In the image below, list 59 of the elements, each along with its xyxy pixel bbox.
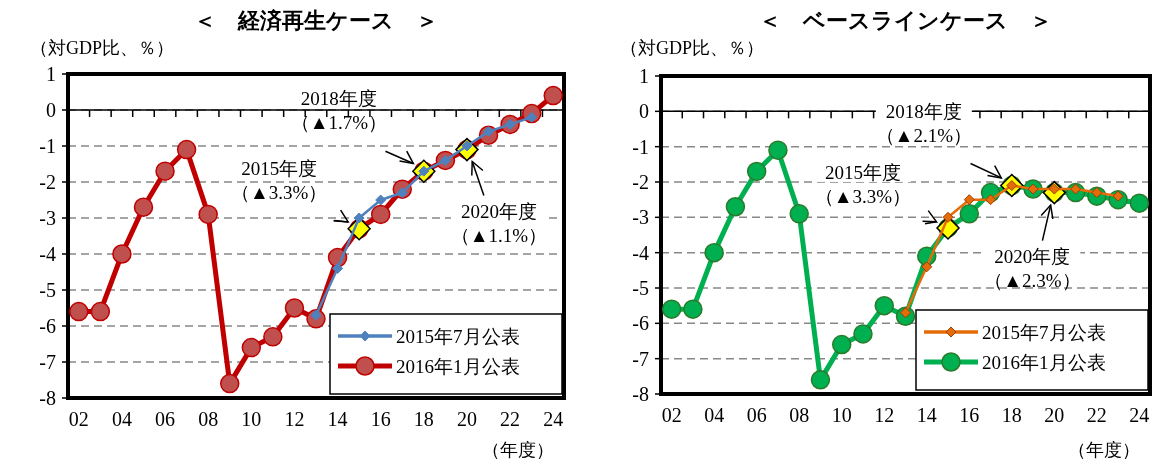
y-axis-title: （対GDP比、％） — [620, 38, 765, 58]
y-tick-label: -8 — [39, 387, 56, 409]
y-tick-label: -6 — [632, 312, 649, 335]
x-tick-label: 12 — [874, 404, 895, 426]
y-tick-label: 0 — [639, 100, 649, 123]
annotation: 2020年度（▲2.3%） — [984, 245, 1081, 291]
x-tick-label: 10 — [831, 404, 852, 426]
x-tick-label: 18 — [413, 408, 434, 430]
x-tick-label: 02 — [68, 408, 89, 430]
y-tick-label: -4 — [632, 241, 649, 264]
x-tick-label: 18 — [1001, 404, 1022, 426]
x-tick-label: 24 — [1129, 404, 1150, 426]
x-tick-label: 06 — [746, 404, 767, 426]
x-tick-label: 10 — [241, 408, 262, 430]
y-tick-label: -8 — [632, 383, 649, 405]
y-tick-label: -3 — [632, 206, 649, 229]
x-axis-title: （年度） — [482, 440, 554, 460]
x-tick-label: 24 — [543, 408, 564, 430]
x-axis-title: （年度） — [1068, 440, 1140, 460]
y-tick-label: -3 — [39, 207, 56, 229]
x-tick-label: 22 — [500, 408, 521, 430]
y-tick-label: -5 — [632, 277, 649, 299]
x-tick-label: 04 — [704, 404, 725, 426]
legend-label: 2016年1月公表 — [396, 356, 520, 377]
y-tick-label: -1 — [39, 135, 56, 157]
y-axis-title: （対GDP比、％） — [30, 38, 175, 58]
x-tick-label: 08 — [789, 404, 810, 426]
x-tick-label: 14 — [916, 404, 937, 426]
y-tick-label: -2 — [632, 171, 649, 193]
annotation: 2015年度（▲3.3%） — [814, 161, 912, 207]
x-tick-label: 16 — [959, 404, 980, 426]
y-tick-label: -4 — [39, 243, 56, 265]
x-tick-label: 12 — [284, 408, 305, 430]
x-tick-label: 16 — [370, 408, 391, 430]
chart-title: ＜ ベースラインケース ＞ — [759, 8, 1052, 33]
x-tick-label: 04 — [111, 408, 132, 430]
annotation: 2018年度（▲2.1%） — [875, 100, 972, 146]
x-tick-label: 20 — [456, 408, 477, 430]
y-tick-label: -7 — [39, 351, 56, 373]
x-tick-label: 20 — [1044, 404, 1065, 426]
annotation: 2018年度（▲1.7%） — [290, 88, 388, 134]
x-tick-label: 06 — [155, 408, 176, 430]
legend-label: 2015年7月公表 — [982, 322, 1106, 343]
legend-label: 2015年7月公表 — [396, 326, 520, 347]
x-tick-label: 02 — [661, 404, 682, 426]
y-tick-label: -6 — [39, 315, 56, 337]
y-tick-label: -1 — [632, 135, 649, 158]
chart-title: ＜ 経済再生ケース ＞ — [194, 8, 438, 33]
y-tick-label: -7 — [632, 347, 649, 370]
x-tick-label: 14 — [327, 408, 348, 430]
y-tick-label: -5 — [39, 279, 56, 301]
x-tick-label: 22 — [1086, 404, 1107, 426]
annotation: 2020年度（▲1.1%） — [450, 200, 548, 246]
y-tick-label: 1 — [639, 65, 649, 87]
x-tick-label: 08 — [198, 408, 219, 430]
y-tick-label: 0 — [46, 99, 56, 121]
y-tick-label: 1 — [46, 63, 56, 85]
y-tick-label: -2 — [39, 171, 56, 193]
legend-label: 2016年1月公表 — [982, 352, 1106, 373]
